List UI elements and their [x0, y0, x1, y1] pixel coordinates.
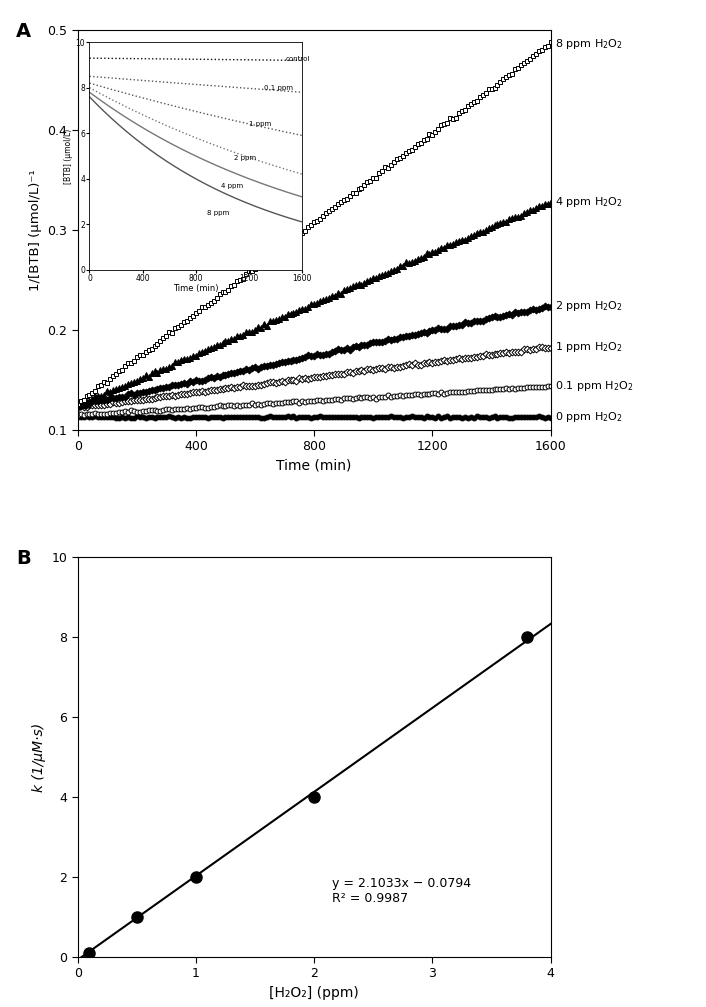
Text: y = 2.1033x − 0.0794
R² = 0.9987: y = 2.1033x − 0.0794 R² = 0.9987: [332, 877, 471, 904]
Text: 1 ppm H$_2$O$_2$: 1 ppm H$_2$O$_2$: [556, 340, 623, 353]
Text: 2 ppm H$_2$O$_2$: 2 ppm H$_2$O$_2$: [556, 299, 623, 313]
Text: A: A: [16, 22, 31, 41]
Text: B: B: [16, 550, 31, 568]
X-axis label: [H₂O₂] (ppm): [H₂O₂] (ppm): [269, 986, 359, 1000]
Text: 0.1 ppm H$_2$O$_2$: 0.1 ppm H$_2$O$_2$: [556, 380, 634, 394]
X-axis label: Time (min): Time (min): [277, 458, 352, 472]
Text: 8 ppm H$_2$O$_2$: 8 ppm H$_2$O$_2$: [556, 36, 623, 50]
Y-axis label: k (1/μM·s): k (1/μM·s): [32, 722, 46, 792]
Y-axis label: 1/[BTB] (μmol/L)⁻¹: 1/[BTB] (μmol/L)⁻¹: [29, 169, 42, 291]
Text: 0 ppm H$_2$O$_2$: 0 ppm H$_2$O$_2$: [556, 410, 623, 424]
Text: 4 ppm H$_2$O$_2$: 4 ppm H$_2$O$_2$: [556, 195, 623, 208]
